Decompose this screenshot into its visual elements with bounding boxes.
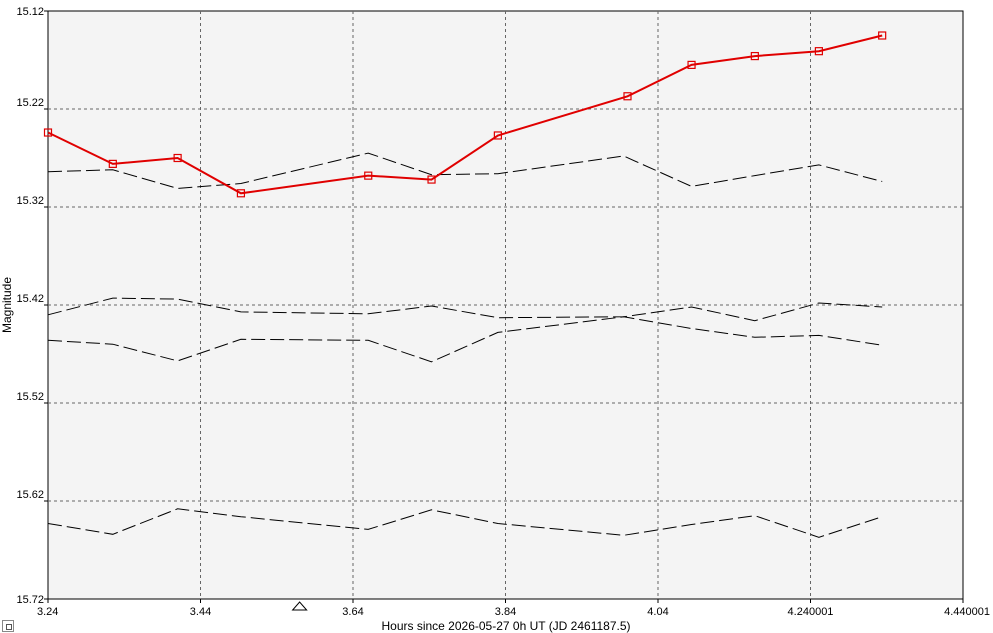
target-data-point[interactable] xyxy=(750,51,759,61)
x-tick-label: 3.24 xyxy=(37,606,58,618)
target-data-point[interactable] xyxy=(43,128,53,137)
target-data-point[interactable] xyxy=(493,131,502,140)
time-marker[interactable] xyxy=(291,601,308,611)
target-data-point[interactable] xyxy=(236,189,246,198)
x-tick-label: 3.84 xyxy=(495,606,516,618)
x-tick-label: 3.44 xyxy=(190,606,211,618)
x-tick-label: 3.64 xyxy=(342,606,363,618)
target-data-point[interactable] xyxy=(364,171,373,180)
x-tick-label: 4.440001 xyxy=(944,606,990,618)
y-tick-label: 15.42 xyxy=(16,293,44,305)
x-tick-label: 4.240001 xyxy=(788,606,834,618)
comparison-series-line xyxy=(47,508,883,538)
grid-lines xyxy=(48,11,963,599)
y-axis: 15.12 15.22 15.32 15.42 15.52 15.62 15.72 xyxy=(16,6,48,606)
legend-toggle-icon[interactable] xyxy=(2,620,14,632)
target-data-point[interactable] xyxy=(687,60,696,70)
comparison-series-line xyxy=(47,152,883,189)
target-data-point[interactable] xyxy=(878,31,887,40)
x-tick-label: 4.04 xyxy=(647,606,668,618)
y-axis-title: Magnitude xyxy=(0,277,14,333)
time-marker-triangle-icon[interactable] xyxy=(291,601,308,611)
comparison-series-line xyxy=(47,316,883,363)
comparison-series-line xyxy=(47,297,883,322)
y-tick-label: 15.52 xyxy=(16,391,44,403)
x-axis-title: Hours since 2026-05-27 0h UT (JD 2461187… xyxy=(381,619,630,633)
y-tick-label: 15.22 xyxy=(16,97,44,109)
target-data-point[interactable] xyxy=(623,92,632,101)
y-tick-label: 15.62 xyxy=(16,489,44,501)
target-data-point[interactable] xyxy=(173,153,182,163)
x-axis: 3.24 3.44 3.64 3.84 4.04 4.240001 4.440001 xyxy=(37,599,990,618)
target-data-point[interactable] xyxy=(814,47,823,56)
target-data-point[interactable] xyxy=(427,175,436,184)
y-tick-label: 15.72 xyxy=(16,594,44,606)
y-tick-label: 15.12 xyxy=(16,6,44,18)
y-tick-label: 15.32 xyxy=(16,195,44,207)
target-series-line xyxy=(47,34,883,195)
target-data-point[interactable] xyxy=(108,159,117,168)
series-layer xyxy=(43,31,887,538)
